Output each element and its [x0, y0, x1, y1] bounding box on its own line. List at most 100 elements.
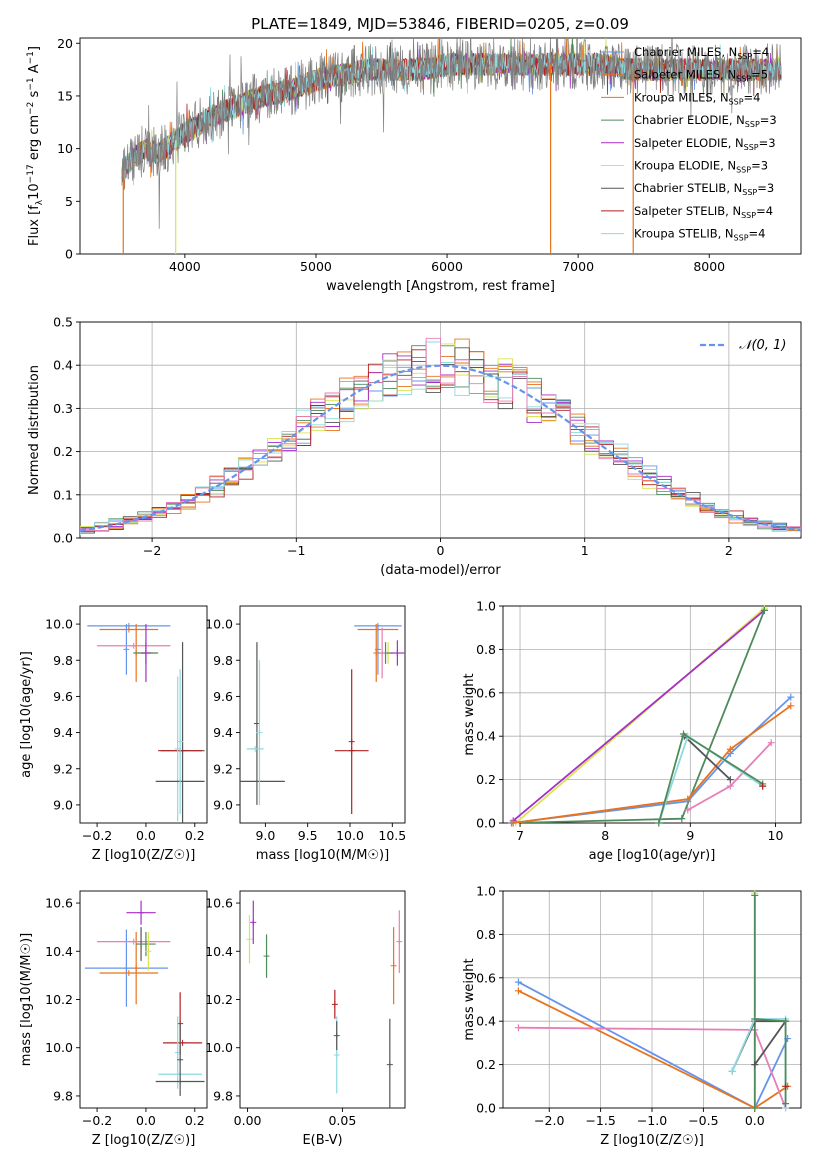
- x-tick-label: −1.0: [637, 1113, 667, 1128]
- weight-point: [782, 1017, 790, 1025]
- legend-entry: Chabrier ELODIE, NSSP=3: [634, 113, 777, 129]
- data-point: [348, 738, 355, 745]
- y-tick-label: 9.8: [53, 653, 73, 668]
- age_vs_mass-axes: 9.0 9.5 10.0 10.5 9.0 9.2 9.4 9.6 9.8 10.0: [205, 605, 406, 843]
- data-point: [177, 1056, 184, 1063]
- y-tick-label: 10.4: [45, 944, 73, 959]
- x-tick-label: 0.00: [234, 1113, 262, 1128]
- y-tick-label: 9.0: [213, 797, 233, 812]
- weight-point: [655, 819, 663, 827]
- data-point: [390, 962, 397, 969]
- x-tick-label: −0.2: [82, 1113, 112, 1128]
- x-tick-label: 0.2: [185, 1113, 205, 1128]
- data-point: [130, 642, 137, 649]
- data-point: [123, 965, 130, 972]
- data-point: [177, 738, 184, 745]
- y-tick-label: 0.0: [476, 1101, 496, 1116]
- weight_vs_Z-axes: −2.0 −1.5 −1.0 −0.5 0.0 0.0 0.2 0.4 0.6 0.8 1.0: [476, 884, 802, 1128]
- x-tick-label: 8000: [693, 259, 725, 274]
- x-tick-label: 7: [516, 828, 524, 843]
- y-tick-label: 9.8: [53, 1088, 73, 1103]
- y-tick-label: 10.6: [45, 896, 73, 911]
- data-point: [333, 1051, 340, 1058]
- weight-point: [728, 1067, 736, 1075]
- weight-point: [782, 1100, 790, 1108]
- y-tick-label: 0.5: [53, 315, 73, 330]
- x-tick-label: 5000: [300, 259, 332, 274]
- weight-point: [751, 1104, 759, 1112]
- y-tick-label: 0.0: [53, 531, 73, 546]
- weight-line: [731, 1020, 788, 1072]
- y-tick-label: 10.6: [205, 896, 233, 911]
- weight-point: [680, 730, 688, 738]
- normal-curve: [80, 364, 801, 532]
- data-point: [379, 650, 386, 657]
- y-tick-label: 0.3: [53, 401, 73, 416]
- weight-point: [684, 795, 692, 803]
- x-axis-label: age [log10(age/yr)]: [589, 848, 716, 863]
- y-tick-label: 0.4: [476, 729, 496, 744]
- data-point: [256, 729, 263, 736]
- spectrum-axes: 4000 5000 6000 7000 8000 0 5 10 15 20: [57, 36, 802, 274]
- y-tick-label: 0.0: [476, 816, 496, 831]
- legend-entry: Kroupa MILES, NSSP=4: [634, 90, 760, 106]
- y-tick-label: 0.8: [476, 642, 496, 657]
- x-tick-label: 0.0: [745, 1113, 765, 1128]
- x-tick-label: −2.0: [534, 1113, 564, 1128]
- x-tick-label: 9.5: [298, 828, 318, 843]
- x-tick-label: −0.5: [688, 1113, 718, 1128]
- x-axis-label: E(B-V): [302, 1133, 342, 1148]
- y-tick-label: 0.6: [476, 970, 496, 985]
- weight-point: [787, 693, 795, 701]
- y-tick-label: 0: [65, 247, 73, 262]
- y-tick-label: 9.4: [53, 725, 73, 740]
- data-point: [394, 650, 401, 657]
- y-tick-label: 10.0: [205, 1040, 233, 1055]
- data-point: [263, 953, 270, 960]
- weight-point: [751, 1061, 759, 1069]
- y-tick-label: 1.0: [476, 884, 496, 899]
- y-tick-label: 10.0: [205, 617, 233, 632]
- x-axis-label: mass [log10(M/M☉)]: [256, 848, 389, 863]
- y-axis-label: Normed distribution: [27, 365, 42, 495]
- y-axis-label: Flux [fλ10−17 erg cm−2 s−1 A−1]: [26, 46, 45, 246]
- weight-point: [787, 702, 795, 710]
- legend-entry: Salpeter MILES, NSSP=5: [634, 68, 768, 84]
- y-tick-label: 10.0: [45, 617, 73, 632]
- weight-line: [512, 609, 765, 822]
- mass_vs_EBV-axes: 0.00 0.05 9.8 10.0 10.2 10.4 10.6: [205, 890, 406, 1128]
- axes-frame: [239, 890, 406, 1109]
- data-point: [123, 646, 130, 653]
- x-tick-label: 0.2: [185, 828, 205, 843]
- y-tick-label: 20: [57, 36, 73, 51]
- x-tick-label: −1: [287, 543, 305, 558]
- legend-entry: Chabrier STELIB, NSSP=3: [634, 181, 774, 197]
- legend-entry: Kroupa ELODIE, NSSP=3: [634, 159, 768, 175]
- data-point: [331, 1001, 338, 1008]
- weight-line: [518, 989, 789, 1108]
- data-point: [142, 650, 149, 657]
- x-tick-label: 9.0: [255, 828, 275, 843]
- y-tick-label: 0.4: [53, 358, 73, 373]
- legend-entry: Salpeter ELODIE, NSSP=3: [634, 136, 776, 152]
- x-tick-label: 7000: [562, 259, 594, 274]
- x-tick-label: 9: [686, 828, 694, 843]
- y-tick-label: 9.8: [213, 653, 233, 668]
- weight-point: [726, 782, 734, 790]
- y-tick-label: 9.2: [53, 761, 73, 776]
- data-point: [133, 965, 140, 972]
- weight-point: [782, 1082, 790, 1090]
- weight-line: [687, 742, 772, 811]
- y-axis-label: age [log10(age/yr)]: [19, 651, 34, 778]
- mass_vs_Z-axes: −0.2 0.0 0.2 9.8 10.0 10.2 10.4 10.6: [45, 890, 208, 1128]
- weight-point: [678, 815, 686, 823]
- y-tick-label: 9.6: [213, 689, 233, 704]
- x-tick-label: 10: [768, 828, 784, 843]
- weight-point: [514, 978, 522, 986]
- data-point: [130, 938, 137, 945]
- data-point: [373, 650, 380, 657]
- y-tick-label: 15: [57, 88, 73, 103]
- x-tick-label: 10.5: [378, 828, 406, 843]
- x-tick-label: −1.5: [585, 1113, 615, 1128]
- weight-point: [726, 745, 734, 753]
